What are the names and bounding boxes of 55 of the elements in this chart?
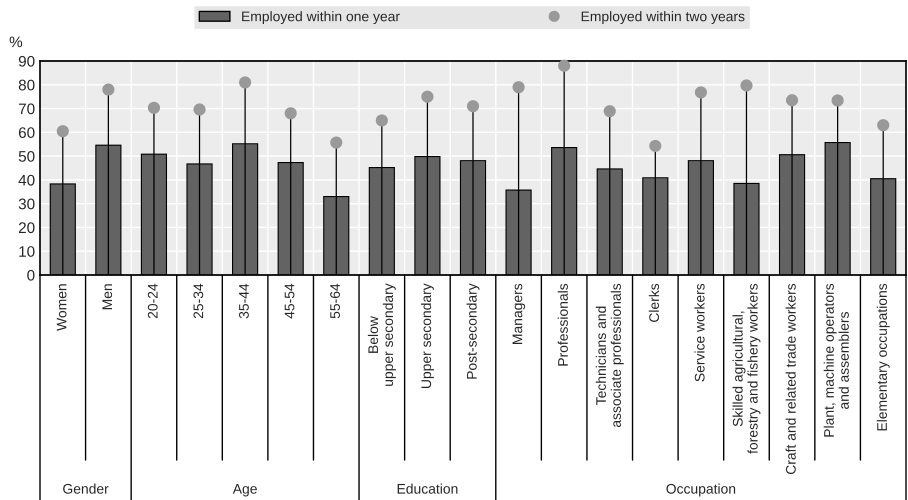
x-tick-label: Plant, machine operators and assemblers xyxy=(824,284,849,437)
point xyxy=(649,140,662,152)
y-tick-label: 20 xyxy=(18,222,35,234)
x-tick-label: Men xyxy=(102,284,112,310)
y-tick-label: 90 xyxy=(18,56,35,67)
point xyxy=(284,107,297,120)
legend-label: Employed within one year xyxy=(242,11,400,24)
y-tick-label: 0 xyxy=(27,270,35,281)
point xyxy=(376,114,388,127)
x-tick-label: Managers xyxy=(512,284,526,344)
y-tick-label: 40 xyxy=(18,174,35,186)
x-tick-label: Skilled agricultural, forestry and fishery workers xyxy=(732,284,760,454)
text: Gender xyxy=(63,484,109,494)
y-tick-label: 10 xyxy=(19,246,35,257)
x-tick-label: Post-secondary xyxy=(466,283,480,379)
x-tick-label: 20-24 xyxy=(148,284,158,318)
point xyxy=(832,94,844,107)
x-tick-label: Elementary occupations xyxy=(876,284,890,430)
point xyxy=(877,119,890,132)
point xyxy=(239,76,252,88)
text: Occupation xyxy=(666,484,736,496)
x-tick-label: Professionals xyxy=(558,284,568,366)
point xyxy=(512,81,525,94)
x-tick-label: Clerks xyxy=(648,284,660,322)
x-tick-label: 55-64 xyxy=(330,284,340,318)
y-tick-label: 30 xyxy=(18,198,35,210)
point xyxy=(330,136,342,149)
x-tick-label: 25-34 xyxy=(193,284,204,318)
y-tick-label: 60 xyxy=(18,127,35,138)
point xyxy=(740,79,753,92)
x-tick-label: Below upper secondary xyxy=(368,283,396,386)
x-tick-label: Upper secondary xyxy=(420,283,434,388)
text: Education xyxy=(398,484,458,494)
point xyxy=(786,94,798,106)
x-tick-label: Women xyxy=(56,284,67,331)
point xyxy=(558,60,570,72)
y-tick-label: 50 xyxy=(18,150,35,162)
point xyxy=(148,102,160,114)
point xyxy=(694,86,707,98)
y-tick-label: 70 xyxy=(18,103,35,114)
x-tick-label: Technicians and associate professionals xyxy=(596,284,624,428)
point xyxy=(193,103,206,116)
point xyxy=(604,105,616,118)
point xyxy=(466,100,480,112)
x-tick-label: 35-44 xyxy=(239,284,249,318)
x-tick-label: 45-54 xyxy=(284,284,294,319)
x-tick-label: Craft and related trade workers xyxy=(786,284,796,474)
text: Age xyxy=(232,484,257,496)
legend-label: Employed within two years xyxy=(582,11,744,24)
point xyxy=(421,90,434,103)
y-axis-title: % xyxy=(10,36,22,48)
x-tick-label: Service workers xyxy=(694,284,705,382)
point xyxy=(102,83,114,96)
y-tick-label: 80 xyxy=(18,80,35,90)
point xyxy=(56,125,69,138)
